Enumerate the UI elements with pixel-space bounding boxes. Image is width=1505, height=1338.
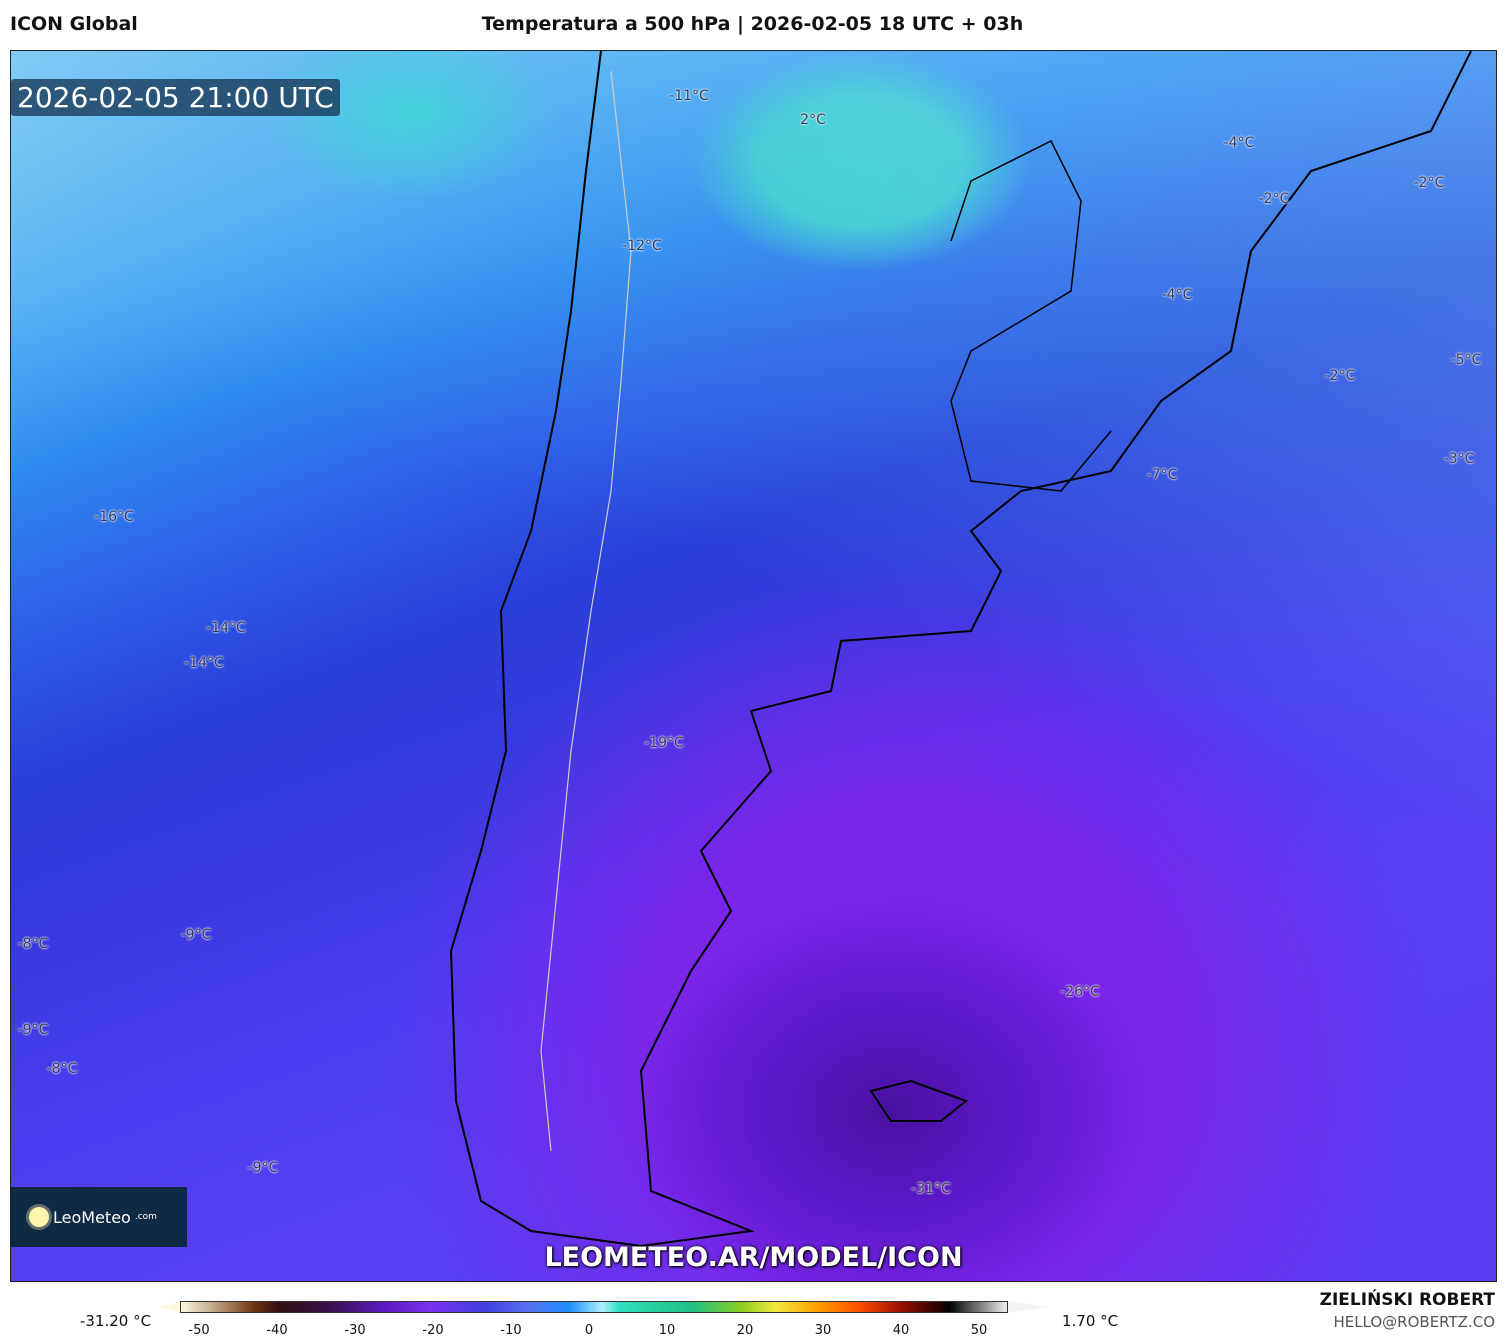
author-email[interactable]: HELLO@ROBERTZ.CO: [1333, 1313, 1495, 1331]
colorbar-tick: -10: [500, 1323, 522, 1338]
sun-icon: [29, 1207, 49, 1227]
isotherm-label: -26°C: [1060, 984, 1100, 1000]
isotherm-label: -11°C: [669, 88, 709, 104]
isotherm-label: -9°C: [247, 1160, 279, 1176]
coastline-outline: [449, 51, 1472, 1248]
colorbar-tick: 30: [814, 1323, 832, 1338]
isotherm-label: -2°C: [1258, 191, 1290, 207]
isotherm-label: -4°C: [1161, 287, 1193, 303]
colorbar-tick: -40: [266, 1323, 288, 1338]
isotherm-label: 2°C: [800, 112, 826, 128]
colorbar-extend-high: [1008, 1301, 1048, 1313]
logo-text: LeoMeteo: [53, 1207, 131, 1227]
model-name: ICON Global: [10, 13, 138, 35]
isotherm-label: -8°C: [46, 1061, 78, 1077]
author: ZIELIŃSKI ROBERT: [1319, 1290, 1495, 1310]
colorbar-extend-low: [160, 1301, 180, 1313]
valid-time: 2026-02-05 21:00 UTC: [11, 79, 340, 116]
colorbar-tick: 0: [584, 1323, 594, 1338]
logo-suffix: .com: [134, 1212, 157, 1222]
isotherm-label: -14°C: [206, 620, 246, 636]
colorbar-tick: 20: [736, 1323, 754, 1338]
isotherm-label: -2°C: [1413, 175, 1445, 191]
colorbar-tick: 40: [892, 1323, 910, 1338]
colorbar-max-label: 1.70 °C: [1062, 1312, 1119, 1330]
leometeo-logo: LeoMeteo .com: [11, 1187, 187, 1247]
colorbar-tick: 50: [970, 1323, 988, 1338]
colorbar-min-label: -31.20 °C: [80, 1312, 152, 1330]
isotherm-label: -14°C: [184, 655, 224, 671]
isotherm-label: -12°C: [622, 238, 662, 254]
colorbar-tick: -50: [188, 1323, 210, 1338]
isotherm-label: -2°C: [1324, 368, 1356, 384]
isotherm-label: -9°C: [17, 1022, 49, 1038]
isotherm-label: -9°C: [180, 927, 212, 943]
isotherm-label: -3°C: [1443, 451, 1475, 467]
isotherm-label: -16°C: [94, 509, 134, 525]
isotherm-label: -8°C: [17, 936, 49, 952]
isotherm-label: -5°C: [1450, 352, 1482, 368]
title-text: Temperatura a 500 hPa | 2026-02-05 18 UT…: [481, 13, 1024, 35]
temperature-map[interactable]: 2026-02-05 21:00 UTC -11°C 2°C -4°C -2°C…: [10, 50, 1497, 1282]
isotherm-label: -19°C: [644, 735, 684, 751]
isotherm-label: -31°C: [911, 1181, 951, 1197]
colorbar-tick: -20: [422, 1323, 444, 1338]
chart-title: Temperatura a 500 hPa | 2026-02-05 18 UT…: [0, 13, 1505, 35]
isotherm-label: -4°C: [1223, 135, 1255, 151]
isotherm-label: -7°C: [1146, 467, 1178, 483]
colorbar-tick: -30: [344, 1323, 366, 1338]
watermark-url: LEOMETEO.AR/MODEL/ICON: [544, 1242, 963, 1273]
colorbar-tick: 10: [658, 1323, 676, 1338]
colorbar: [180, 1301, 1008, 1313]
